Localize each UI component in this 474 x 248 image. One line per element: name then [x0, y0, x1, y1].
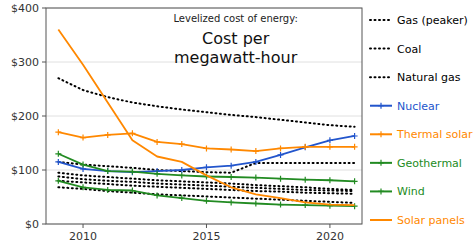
y-tick-label: $200: [11, 110, 39, 123]
marker: [253, 148, 259, 154]
legend-marker: [378, 188, 384, 194]
marker: [105, 168, 111, 174]
legend-swatch: [370, 19, 392, 21]
x-tick-label: 2020: [316, 230, 344, 243]
marker: [105, 132, 111, 138]
x-tick: [329, 224, 330, 228]
title: Cost permegawatt-hour: [174, 29, 298, 67]
plot-area: [46, 8, 362, 224]
marker: [154, 192, 160, 198]
marker: [253, 175, 259, 181]
marker: [105, 168, 111, 174]
legend-marker: [378, 131, 384, 137]
marker: [203, 164, 209, 170]
marker: [253, 159, 259, 165]
x-tick: [206, 224, 207, 228]
marker: [278, 202, 284, 208]
series-line: [58, 136, 354, 172]
marker: [228, 199, 234, 205]
x-tick: [83, 224, 84, 228]
marker: [253, 200, 259, 206]
subtitle: Levelized cost of energy:: [173, 13, 297, 24]
marker: [203, 145, 209, 151]
legend-label: Thermal solar: [396, 128, 473, 141]
marker: [352, 178, 358, 184]
marker: [55, 159, 61, 165]
marker: [352, 203, 358, 209]
marker: [129, 130, 135, 136]
x-tick-label: 2015: [192, 230, 220, 243]
y-tick-label: $100: [11, 164, 39, 177]
marker: [327, 137, 333, 143]
y-tick: [42, 8, 46, 9]
marker: [327, 144, 333, 150]
series-line: [58, 154, 354, 182]
marker: [302, 144, 308, 150]
legend-label: Geothermal: [397, 157, 462, 170]
marker: [129, 169, 135, 175]
legend-label: Solar panels: [397, 214, 465, 227]
legend-label: Natural gas: [397, 71, 461, 84]
y-tick: [42, 116, 46, 117]
y-tick-label: $0: [25, 218, 39, 231]
marker: [278, 176, 284, 182]
series-group: [55, 30, 357, 210]
y-tick: [42, 224, 46, 225]
series-line: [58, 30, 354, 206]
legend-swatch: [370, 48, 392, 50]
marker: [55, 151, 61, 157]
marker: [278, 152, 284, 158]
marker: [80, 184, 86, 190]
marker: [55, 178, 61, 184]
y-tick-label: $300: [11, 56, 39, 69]
marker: [129, 169, 135, 175]
marker: [179, 195, 185, 201]
marker: [203, 198, 209, 204]
marker: [179, 172, 185, 178]
grid-line: [46, 116, 362, 117]
legend-label: Wind: [397, 185, 425, 198]
plot-frame: [46, 8, 362, 224]
series-line: [58, 132, 354, 151]
marker: [55, 129, 61, 135]
legend: Gas (peaker) Coal Natural gas Nuclear Therma…: [370, 14, 473, 227]
y-tick: [42, 62, 46, 63]
marker: [352, 133, 358, 139]
chart: $0 $100 $200 $300 $400 2010 2015 2020 Levelized …: [0, 0, 474, 248]
marker: [129, 188, 135, 194]
legend-label: Nuclear: [397, 100, 440, 113]
marker: [228, 146, 234, 152]
title-line: Cost per: [202, 29, 270, 48]
marker: [228, 163, 234, 169]
marker: [80, 162, 86, 168]
series-line: [58, 78, 354, 127]
legend-label: Gas (peaker): [397, 14, 468, 27]
legend-marker: [378, 160, 384, 166]
marker: [105, 187, 111, 193]
legend-label: Coal: [397, 43, 421, 56]
marker: [302, 144, 308, 150]
marker: [80, 135, 86, 141]
legend-swatch: [370, 219, 392, 221]
marker: [228, 174, 234, 180]
legend-marker: [378, 103, 384, 109]
x-tick-label: 2010: [69, 230, 97, 243]
marker: [154, 171, 160, 177]
series-line: [58, 181, 354, 194]
marker: [278, 145, 284, 151]
marker: [352, 144, 358, 150]
marker: [179, 167, 185, 173]
legend-swatch: [370, 76, 392, 78]
title-line: megawatt-hour: [174, 48, 298, 67]
marker: [154, 139, 160, 145]
marker: [179, 141, 185, 147]
y-tick: [42, 170, 46, 171]
y-tick-label: $400: [11, 2, 39, 15]
marker: [327, 177, 333, 183]
marker: [302, 177, 308, 183]
